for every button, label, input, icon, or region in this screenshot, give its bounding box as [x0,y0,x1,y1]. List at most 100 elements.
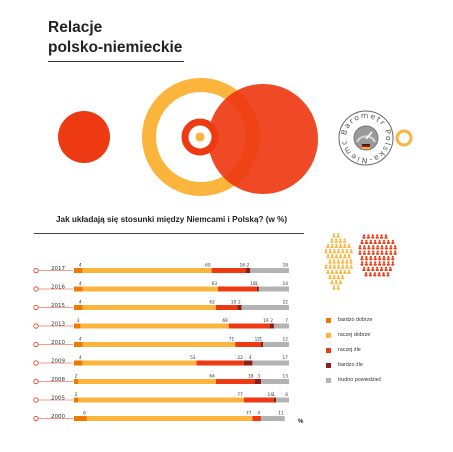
data-label: 64 [209,374,215,380]
person-icon [371,252,375,255]
person-icon [389,266,392,269]
person-icon [332,287,336,290]
person-icon [341,248,344,252]
person-icon [382,263,386,266]
person-icon [343,243,346,246]
bar-segment [82,268,212,273]
person-icon [341,274,344,278]
person-icon [380,247,384,250]
bar-segment [261,379,289,384]
legend-item-trudno-powiedziec: trudno powiedzieć [326,376,446,386]
person-icon [386,258,390,261]
person-icon [334,245,338,248]
data-label: 7 [285,318,288,324]
legend-swatch [326,378,331,383]
flag-red [362,145,370,148]
data-label: 11 [278,411,284,417]
data-label: 1 [255,281,258,287]
person-icon [385,245,388,248]
person-icon [362,266,366,269]
person-icon [339,238,342,241]
person-icon [337,266,341,269]
person-icon [371,236,375,239]
data-label: 12 [283,337,289,343]
person-icon [365,239,368,242]
person-icon [371,247,375,250]
person-icon [378,272,381,275]
person-icon [363,245,366,248]
flag-gold [362,147,370,149]
bar-segment [82,342,236,347]
person-icon [393,247,397,250]
person-icon [360,255,364,259]
person-icon [338,282,342,285]
person-icon [336,261,340,264]
person-icon [385,250,388,253]
person-icon [334,256,338,259]
data-label: 14 [283,281,289,287]
legend-label: bardzo źle [338,362,363,368]
person-icon [350,248,353,252]
data-label: 2 [238,300,241,306]
bar-segment [256,286,259,292]
person-icon [343,238,346,241]
bar-segment [246,268,251,273]
person-icon [347,254,351,257]
person-icon [345,266,349,269]
person-icon [332,261,336,264]
data-label: 71 [229,337,235,343]
person-icon [373,263,377,266]
gauge-arc [356,135,376,143]
person-icon [380,266,383,269]
data-label: 4 [79,355,82,361]
person-icon [364,241,368,244]
year-marker-dot [33,304,39,311]
person-icon [343,240,347,243]
data-label: 22 [283,300,289,306]
data-label: 4 [249,355,252,361]
person-icon [374,239,377,242]
bar-segment [237,305,242,310]
person-icon [386,263,390,266]
person-icon [337,264,340,267]
person-icon [332,285,336,288]
data-label: 1 [259,337,262,343]
person-icon [343,256,347,259]
data-label: 18 [250,281,256,287]
person-icon [375,268,379,271]
person-icon [333,248,336,252]
person-icon [371,268,375,271]
year-marker-dot [33,341,39,348]
person-icon [336,277,340,280]
data-label: 77 [237,392,243,398]
data-label: 4 [79,337,82,343]
bar-segment [74,416,87,421]
person-icon [394,250,397,253]
chart-title: Jak układają się stosunki między Niemcam… [56,215,288,224]
person-icon [360,258,364,261]
person-icon [345,248,349,252]
person-icon [345,261,349,264]
person-icon [339,243,342,246]
person-icon [334,282,338,285]
person-icon [330,256,334,259]
legend-swatch [326,333,331,338]
person-icon [378,261,381,264]
person-icon [332,251,336,254]
person-icon [366,236,370,239]
data-label: 3 [77,318,80,324]
people-map-poland-icon [358,234,397,277]
person-icon [335,269,338,272]
person-icon [384,266,388,269]
person-icon [331,254,334,257]
data-label: 13 [283,374,289,380]
year-marker-dot [33,378,39,385]
person-icon [382,239,386,242]
person-icon [333,274,336,278]
small-orange-ring [395,129,413,147]
title-divider [48,61,184,62]
person-icon [339,280,342,283]
year-marker-dot [33,267,39,274]
legend-label: bardzo dobrze [338,317,373,323]
bar-segment [74,323,81,329]
